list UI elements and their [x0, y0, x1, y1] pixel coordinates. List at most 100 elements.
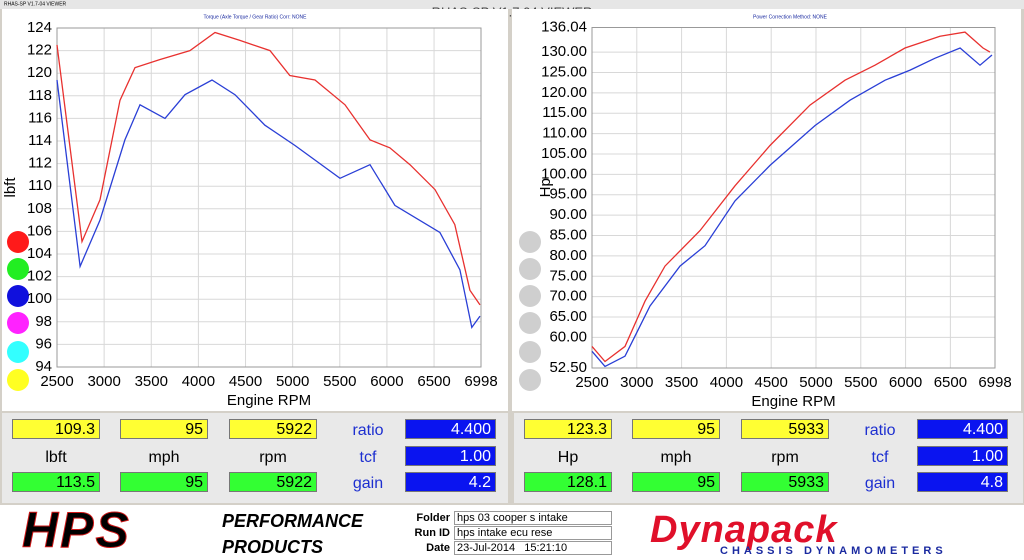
x-tick-label: 4000	[710, 374, 743, 391]
readout-value: 95	[632, 472, 720, 492]
readout-value: 123.3	[524, 419, 612, 439]
setting-name: tcf	[871, 448, 889, 466]
readout-value: 5933	[741, 472, 829, 492]
chart-panel	[512, 9, 1021, 411]
y-tick-label: 104	[27, 245, 52, 262]
y-tick-label: 120.00	[541, 84, 587, 101]
y-tick-label: 60.00	[549, 328, 587, 345]
legend-dot[interactable]	[7, 312, 29, 334]
y-tick-label: 122	[27, 42, 52, 59]
field-label: Folder	[416, 512, 450, 524]
y-tick-label: 112	[28, 155, 52, 172]
y-tick-label: 106	[27, 222, 52, 239]
y-tick-label: 114	[28, 132, 52, 149]
y-tick-label: 108	[27, 200, 52, 217]
hps-line: PERFORMANCE	[222, 511, 364, 531]
series-line	[56, 79, 481, 329]
y-tick-label: 95.00	[549, 186, 587, 203]
y-tick-label: 75.00	[549, 267, 587, 284]
x-tick-label: 6998	[464, 373, 497, 390]
legend-dot[interactable]	[7, 369, 29, 391]
y-tick-label: 94	[35, 358, 52, 375]
x-tick-label: 4500	[229, 373, 262, 390]
legend-dot[interactable]	[7, 285, 29, 307]
x-tick-label: 6998	[978, 374, 1011, 391]
setting-name: tcf	[359, 448, 377, 466]
legend-dot[interactable]	[7, 258, 29, 280]
readout-value: 113.5	[12, 472, 100, 492]
readout-unit: Hp	[557, 449, 579, 466]
legend-dot[interactable]	[519, 312, 541, 334]
x-tick-label: 3500	[665, 374, 698, 391]
legend-dot[interactable]	[7, 231, 29, 253]
x-axis-label: Engine RPM	[751, 393, 835, 410]
readout-value: 5922	[229, 472, 317, 492]
y-tick-label: 105.00	[541, 145, 587, 162]
y-tick-label: 70.00	[549, 288, 587, 305]
field-value: hps 03 cooper s intake	[454, 511, 612, 525]
y-tick-label: 52.50	[549, 359, 587, 376]
series-line	[591, 47, 993, 368]
legend-dot[interactable]	[519, 258, 541, 280]
y-tick-label: 136.04	[541, 18, 587, 35]
y-tick-label: 110.00	[542, 125, 587, 142]
readout-unit: mph	[148, 449, 180, 466]
readout-value: 95	[632, 419, 720, 439]
footer: HPS PERFORMANCE PRODUCTS Folder hps 03 co…	[0, 502, 1024, 560]
y-tick-label: 118	[28, 87, 52, 104]
x-tick-label: 2500	[40, 373, 73, 390]
chart-subtitle: Power Correction Method: NONE	[753, 14, 828, 20]
legend-dot[interactable]	[7, 341, 29, 363]
y-tick-label: 90.00	[549, 206, 587, 223]
readout-value: 128.1	[524, 472, 612, 492]
readout-unit: rpm	[259, 449, 287, 466]
chart-subtitle: Torque (Axle Torque / Gear Ratio) Corr: …	[203, 14, 307, 20]
setting-name: ratio	[352, 422, 384, 439]
setting-name: gain	[352, 475, 384, 492]
window-caption: RHAS-SP V1.7-04 VIEWER	[4, 1, 67, 7]
field-label: Date	[426, 542, 450, 554]
x-axis-label: Engine RPM	[227, 392, 311, 409]
y-tick-label: 96	[35, 335, 52, 352]
x-tick-label: 6500	[934, 374, 967, 391]
hps-logo: HPS	[22, 502, 131, 559]
y-tick-label: 116	[28, 109, 52, 126]
x-tick-label: 6000	[370, 373, 403, 390]
y-tick-label: 100	[27, 290, 52, 307]
x-tick-label: 6000	[889, 374, 922, 391]
setting-value: 4.400	[405, 419, 496, 439]
legend-dots	[7, 231, 541, 391]
setting-value: 1.00	[917, 445, 1008, 466]
readout-value: 95	[120, 472, 208, 492]
readout-unit: rpm	[771, 449, 799, 466]
y-tick-label: 65.00	[549, 308, 587, 325]
readout-value: 95	[120, 419, 208, 439]
field-value: hps intake ecu rese	[454, 526, 612, 540]
y-tick-label: 125.00	[541, 63, 587, 80]
dynapack-logo: Dynapack	[650, 509, 838, 551]
setting-value: 4.8	[917, 472, 1008, 492]
y-tick-label: 124	[27, 19, 52, 36]
series-line	[591, 31, 991, 363]
legend-dot[interactable]	[519, 369, 541, 391]
x-tick-label: 3500	[135, 373, 168, 390]
y-axis-label: Hp	[537, 178, 554, 197]
y-tick-label: 130.00	[541, 43, 587, 60]
x-tick-label: 5000	[276, 373, 309, 390]
x-tick-label: 3000	[87, 373, 120, 390]
setting-name: gain	[864, 475, 896, 492]
setting-value: 1.00	[405, 445, 496, 466]
y-tick-label: 102	[27, 268, 52, 285]
legend-dot[interactable]	[519, 231, 541, 253]
legend-dot[interactable]	[519, 285, 541, 307]
y-tick-label: 80.00	[549, 247, 587, 264]
legend-dot[interactable]	[519, 341, 541, 363]
x-tick-label: 3000	[620, 374, 653, 391]
series-line	[56, 31, 481, 306]
setting-value: 4.2	[405, 472, 496, 492]
readout-value: 5922	[229, 419, 317, 439]
y-tick-label: 110	[28, 177, 52, 194]
y-tick-label: 98	[35, 313, 52, 330]
readout-unit: lbft	[45, 449, 67, 466]
